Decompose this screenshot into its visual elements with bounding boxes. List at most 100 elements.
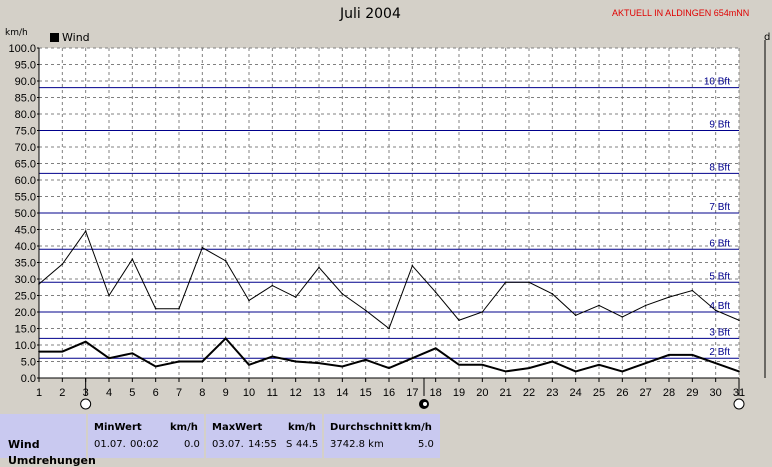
x-tick-label: 24 bbox=[570, 387, 582, 399]
x-tick-label: 30 bbox=[710, 387, 722, 399]
data-point bbox=[551, 293, 554, 295]
y-tick-label: 40.0 bbox=[15, 241, 36, 253]
y-tick-label: 55.0 bbox=[15, 192, 36, 204]
beaufort-label: 4 Bft bbox=[709, 301, 730, 312]
data-point bbox=[388, 367, 390, 369]
stats-row-label: Wind bbox=[8, 438, 40, 451]
data-point bbox=[551, 360, 554, 363]
y-tick-label: 60.0 bbox=[15, 175, 36, 187]
data-point bbox=[294, 360, 297, 363]
data-point bbox=[271, 355, 274, 358]
y-tick-label: 5.0 bbox=[21, 357, 36, 369]
y-tick-label: 50.0 bbox=[15, 208, 36, 220]
x-tick-label: 11 bbox=[267, 387, 278, 399]
data-point bbox=[714, 362, 717, 364]
data-point bbox=[668, 354, 670, 356]
y-tick-label: 85.0 bbox=[15, 93, 36, 105]
x-tick-label: 25 bbox=[593, 387, 605, 399]
data-point bbox=[364, 359, 367, 361]
stats-avg-cell: Durchschnitt km/h 3742.8 km 5.0 bbox=[324, 414, 442, 458]
data-point bbox=[154, 307, 157, 310]
data-point bbox=[108, 357, 110, 360]
y-tick-label: 95.0 bbox=[15, 60, 36, 72]
x-tick-label: 21 bbox=[500, 387, 512, 399]
beaufort-lines: 2 Bft 3 Bft 4 Bft 5 Bft 6 Bft 7 Bft 8 Bft 9 Bft… bbox=[39, 77, 739, 359]
x-tick-label: 10 bbox=[243, 387, 255, 399]
series-lines bbox=[38, 230, 740, 373]
x-tick-label: 6 bbox=[153, 387, 159, 399]
avg-value: 5.0 bbox=[418, 439, 434, 450]
data-point bbox=[458, 319, 460, 322]
moon-highlight bbox=[423, 402, 427, 406]
data-point bbox=[84, 340, 87, 343]
data-point bbox=[598, 364, 600, 366]
x-tick-label: 18 bbox=[430, 387, 442, 399]
data-point bbox=[224, 260, 227, 262]
min-date: 01.07. bbox=[94, 439, 126, 450]
stats-min-cell: MinWert km/h 01.07. 00:02 0.0 bbox=[88, 414, 206, 458]
data-point bbox=[364, 309, 367, 312]
data-point bbox=[61, 350, 64, 353]
data-point bbox=[131, 258, 134, 261]
data-point bbox=[318, 362, 320, 364]
data-point bbox=[201, 246, 204, 249]
max-unit: km/h bbox=[288, 422, 316, 433]
min-time: 00:02 bbox=[130, 439, 159, 450]
data-point bbox=[458, 364, 460, 366]
data-point bbox=[84, 230, 87, 232]
y-tick-label: 65.0 bbox=[15, 159, 36, 171]
x-tick-labels: 1234567891011121314151617181920212223242… bbox=[36, 378, 745, 399]
data-point bbox=[598, 304, 600, 307]
data-point bbox=[224, 337, 227, 340]
y-tick-label: 30.0 bbox=[15, 274, 36, 286]
avg-distance: 3742.8 km bbox=[330, 439, 384, 450]
legend-label: Wind bbox=[62, 31, 90, 44]
stats-row-label-2: Umdrehungen bbox=[8, 454, 96, 467]
data-point bbox=[528, 367, 530, 369]
data-point bbox=[271, 284, 274, 287]
x-tick-label: 5 bbox=[129, 387, 135, 399]
data-point bbox=[411, 265, 414, 267]
x-tick-label: 9 bbox=[223, 387, 229, 399]
avg-header: Durchschnitt bbox=[330, 422, 403, 433]
data-point bbox=[201, 360, 204, 363]
data-point bbox=[504, 370, 507, 373]
data-point bbox=[318, 266, 320, 269]
data-point bbox=[131, 352, 134, 355]
moon-quarter-icon bbox=[733, 398, 745, 410]
data-point bbox=[434, 291, 437, 294]
stats-max-cell: MaxWert km/h 03.07. 14:55 S 44.5 bbox=[206, 414, 324, 458]
data-point bbox=[528, 281, 530, 284]
data-point bbox=[504, 281, 507, 284]
y-unit-label: km/h bbox=[5, 28, 28, 38]
data-point bbox=[248, 299, 250, 302]
y-tick-label: 20.0 bbox=[15, 307, 36, 319]
chart-title: Juli 2004 bbox=[340, 6, 401, 22]
data-point bbox=[248, 364, 250, 366]
x-tick-label: 28 bbox=[663, 387, 675, 399]
data-point bbox=[738, 319, 740, 322]
y-tick-label: 35.0 bbox=[15, 258, 36, 270]
beaufort-label: 5 Bft bbox=[709, 271, 730, 282]
data-point bbox=[738, 370, 740, 373]
y-tick-label: 70.0 bbox=[15, 142, 36, 154]
data-point bbox=[574, 370, 577, 373]
data-point bbox=[481, 311, 484, 313]
y-tick-label: 25.0 bbox=[15, 291, 36, 303]
legend: Wind bbox=[50, 31, 90, 44]
x-tick-label: 16 bbox=[383, 387, 395, 399]
x-tick-label: 4 bbox=[106, 387, 112, 399]
y-tick-label: 90.0 bbox=[15, 76, 36, 88]
beaufort-label: 10 Bft bbox=[704, 77, 730, 88]
data-point bbox=[388, 327, 390, 330]
y-tick-label: 80.0 bbox=[15, 109, 36, 121]
y-tick-label: 100.0 bbox=[8, 43, 36, 55]
data-point bbox=[691, 289, 694, 292]
x-tick-label: 23 bbox=[546, 387, 558, 399]
x-tick-label: 8 bbox=[199, 387, 205, 399]
beaufort-label: 8 Bft bbox=[709, 162, 730, 173]
x-tick-label: 13 bbox=[313, 387, 325, 399]
data-point bbox=[108, 294, 110, 297]
max-value: 44.5 bbox=[296, 439, 319, 450]
y-tick-labels: 0.0 5.0 10.0 15.0 20.0 25.0 30.0 35.0 40.0 45.0 50… bbox=[8, 43, 39, 385]
